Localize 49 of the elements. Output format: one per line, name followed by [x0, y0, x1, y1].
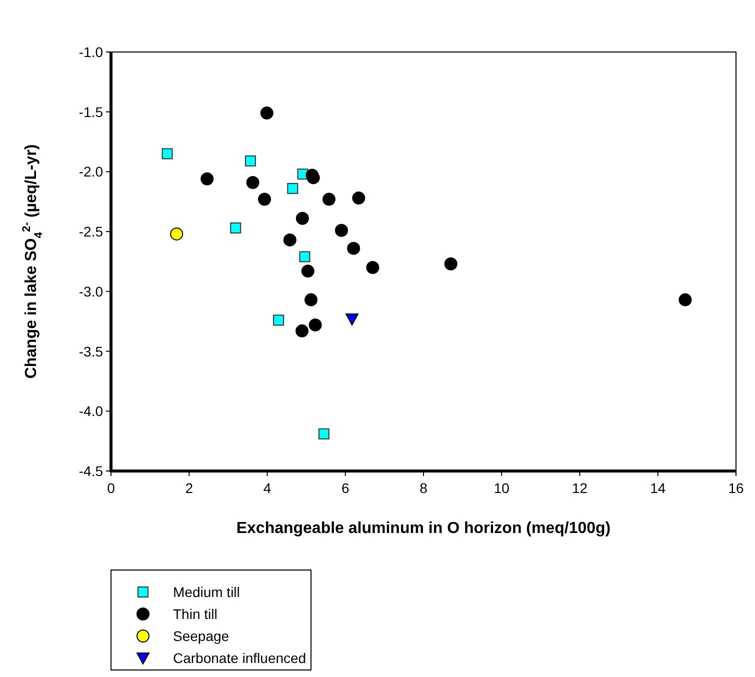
point	[304, 293, 318, 306]
point	[347, 242, 360, 255]
y-tick-label: -4.0	[78, 403, 104, 420]
x-tick-label: 0	[107, 480, 116, 496]
point	[200, 172, 214, 186]
point	[296, 324, 309, 338]
y-tick-label: -3.0	[78, 283, 104, 300]
point	[444, 257, 458, 270]
point	[162, 148, 173, 160]
point	[318, 428, 330, 440]
x-tick-label: 4	[263, 480, 272, 496]
legend-label: Medium till	[173, 584, 240, 600]
point	[678, 293, 692, 306]
x-tick-label: 16	[728, 480, 744, 496]
x-tick-label: 12	[572, 480, 588, 496]
point	[334, 224, 348, 237]
point	[352, 192, 366, 205]
point	[308, 318, 322, 332]
point	[299, 251, 310, 262]
point	[170, 227, 184, 240]
y-tick-label: -2.0	[78, 164, 104, 180]
y-tick-label: -3.5	[78, 343, 104, 360]
point	[246, 176, 260, 189]
legend-label: Seepage	[173, 628, 230, 644]
point	[322, 192, 336, 206]
point	[301, 264, 314, 278]
point	[260, 106, 274, 120]
point	[366, 260, 380, 274]
y-tick-label: -4.5	[78, 463, 104, 479]
point	[244, 155, 256, 166]
x-tick-label: 10	[494, 480, 510, 496]
x-axis-title: Exchangeable aluminum in O horizon (meq/100g)	[236, 520, 611, 537]
y-tick-label: -1.5	[78, 104, 104, 120]
legend-label: Thin till	[173, 606, 218, 622]
point	[296, 212, 309, 225]
point	[273, 314, 284, 326]
point	[283, 233, 296, 246]
x-tick-label: 6	[341, 480, 350, 496]
y-tick-label: -2.5	[78, 224, 104, 240]
x-tick-label: 2	[185, 480, 194, 496]
point	[230, 222, 242, 234]
legend-label: Carbonate influenced	[173, 650, 306, 666]
x-tick-label: 8	[420, 480, 428, 496]
point	[258, 192, 272, 206]
point	[287, 182, 298, 194]
point	[306, 171, 320, 184]
point	[346, 313, 359, 326]
y-tick-label: -1.0	[78, 44, 104, 60]
x-tick-label: 14	[650, 480, 666, 496]
